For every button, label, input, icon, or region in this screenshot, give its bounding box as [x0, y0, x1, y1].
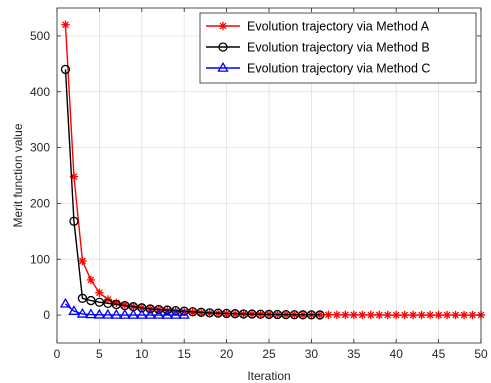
circle-marker: [60, 64, 71, 75]
asterisk-marker-stroke: [333, 311, 341, 319]
asterisk-marker-stroke: [358, 311, 366, 319]
legend: Evolution trajectory via Method A Evoluti…: [199, 12, 477, 84]
asterisk-marker: [95, 288, 104, 297]
x-tick-label: 45: [432, 347, 446, 361]
y-tick-label: 400: [30, 85, 50, 99]
asterisk-marker: [375, 310, 384, 320]
y-tick-label: 200: [30, 196, 50, 210]
y-tick-label: 0: [43, 308, 50, 322]
asterisk-marker-stroke: [375, 311, 383, 319]
x-tick-label: 0: [54, 347, 61, 361]
circle-marker: [77, 293, 88, 303]
asterisk-marker-stroke: [409, 311, 417, 319]
triangle-marker: [76, 307, 89, 318]
asterisk-marker-stroke: [87, 276, 95, 284]
asterisk-marker: [332, 310, 342, 320]
series-line-circle: [64, 69, 320, 316]
legend-label-circle: Evolution trajectory via Method B: [247, 41, 430, 55]
asterisk-marker: [341, 310, 350, 320]
asterisk-marker-stroke: [469, 311, 476, 319]
asterisk-marker: [324, 310, 333, 320]
asterisk-marker-stroke: [426, 311, 434, 319]
asterisk-marker-stroke: [96, 289, 103, 297]
asterisk-marker: [451, 310, 460, 320]
triangle-marker: [85, 308, 97, 319]
asterisk-marker: [417, 310, 426, 320]
circle-marker: [86, 295, 96, 306]
triangle-marker: [59, 297, 72, 308]
asterisk-marker-stroke: [79, 257, 86, 265]
asterisk-marker: [78, 256, 87, 266]
triangle-marker: [153, 308, 165, 319]
asterisk-marker: [442, 310, 452, 320]
asterisk-marker-stroke: [460, 311, 468, 319]
x-axis-label: Iteration: [247, 369, 290, 383]
asterisk-marker-stroke: [435, 311, 442, 319]
triangle-marker: [68, 305, 80, 315]
x-tick-label: 10: [135, 347, 149, 361]
y-tick-label: 100: [30, 252, 50, 266]
triangle-marker: [136, 308, 148, 319]
triangle-marker: [102, 308, 114, 319]
series-layer: [59, 20, 486, 320]
circle-marker: [315, 310, 325, 320]
asterisk-marker-stroke: [384, 311, 392, 319]
legend-label-triangle: Evolution trajectory via Method C: [247, 62, 430, 76]
triangle-marker: [161, 308, 173, 319]
triangle-marker: [144, 308, 156, 319]
legend-asterisk-marker: [218, 21, 228, 31]
y-tick-label: 500: [30, 29, 50, 43]
asterisk-marker-stroke: [341, 311, 349, 319]
asterisk-marker: [468, 310, 477, 320]
circle-marker: [69, 216, 79, 226]
asterisk-marker: [459, 310, 469, 320]
triangle-marker: [170, 308, 182, 319]
legend-asterisk-marker-stroke: [219, 22, 227, 30]
asterisk-marker-stroke: [443, 311, 451, 319]
legend-box: [199, 12, 477, 84]
asterisk-marker: [400, 310, 409, 320]
triangle-marker: [119, 308, 131, 319]
asterisk-marker: [349, 310, 358, 320]
asterisk-marker: [86, 275, 96, 285]
triangle-marker: [127, 308, 140, 319]
asterisk-marker: [383, 310, 392, 320]
asterisk-marker-stroke: [452, 311, 459, 319]
triangle-marker: [93, 308, 106, 319]
y-axis-label: Merit function value: [11, 123, 25, 227]
asterisk-marker: [425, 310, 435, 320]
x-tick-label: 40: [390, 347, 404, 361]
asterisk-marker: [366, 310, 375, 320]
triangle-marker: [110, 308, 123, 319]
y-tick-label: 300: [30, 141, 50, 155]
asterisk-marker: [392, 310, 401, 320]
x-tick-label: 30: [305, 347, 319, 361]
asterisk-marker-stroke: [62, 21, 69, 29]
asterisk-marker: [434, 310, 443, 320]
asterisk-marker-stroke: [418, 311, 426, 319]
x-tick-label: 25: [262, 347, 276, 361]
series-circle: [60, 64, 325, 320]
series-triangle: [59, 297, 190, 319]
asterisk-marker-stroke: [367, 311, 375, 319]
asterisk-marker: [61, 20, 70, 29]
x-tick-label: 5: [96, 347, 103, 361]
asterisk-marker-stroke: [392, 311, 400, 319]
x-tick-label: 50: [474, 347, 488, 361]
asterisk-marker: [358, 310, 367, 320]
legend-circle-marker: [218, 42, 228, 52]
triangle-marker: [178, 308, 190, 319]
x-tick-label: 35: [347, 347, 361, 361]
asterisk-marker: [408, 310, 418, 320]
x-tick-label: 20: [220, 347, 234, 361]
x-tick-label: 15: [178, 347, 192, 361]
asterisk-marker-stroke: [324, 311, 332, 319]
legend-label-asterisk: Evolution trajectory via Method A: [247, 20, 430, 34]
asterisk-marker-stroke: [350, 311, 358, 319]
asterisk-marker-stroke: [401, 311, 409, 319]
legend-triangle-marker: [217, 61, 229, 72]
